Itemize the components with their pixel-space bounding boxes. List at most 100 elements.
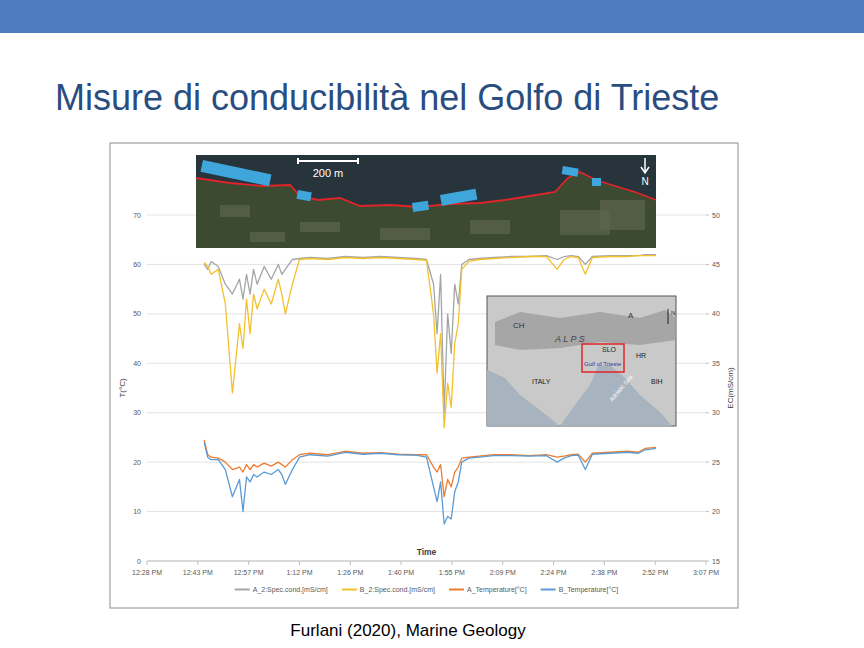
survey-area: [201, 160, 272, 186]
north-arrow: [641, 158, 649, 173]
north-label: N: [641, 176, 648, 187]
y2-axis-title: EC(mS/cm): [726, 367, 735, 409]
y-tick-label: 70: [133, 212, 141, 219]
x-tick: [604, 561, 605, 565]
x-tick: [350, 561, 351, 565]
map-north-arrow: [668, 309, 669, 324]
x-tick: [706, 561, 707, 565]
x-tick-label: 1:40 PM: [388, 569, 414, 576]
y2-tick-label: 25: [712, 459, 720, 466]
x-tick-label: 2:09 PM: [490, 569, 516, 576]
survey-area: [412, 201, 429, 212]
map-inset: CH A A L P S SLO HR BIH ITALY Gulf of Trieste Ad…: [487, 296, 676, 426]
y-tick-label: 20: [133, 459, 141, 466]
legend-label: B_Temperature[°C]: [559, 586, 619, 594]
x-tick-label: 3:07 PM: [693, 569, 719, 576]
x-tick-label: 1:26 PM: [337, 569, 363, 576]
map-label: Adriatic Sea: [608, 373, 634, 402]
series-line: [204, 442, 656, 524]
legend-label: B_2:Spec.cond.[mS/cm]: [360, 586, 435, 594]
scale-label: 200 m: [313, 167, 344, 179]
survey-area: [592, 178, 601, 186]
y2-tick: [706, 511, 709, 512]
map-north-label: N: [671, 310, 675, 316]
scale-bar: [298, 158, 358, 164]
y2-tick: [706, 215, 709, 216]
map-label: Gulf of Trieste: [584, 361, 622, 367]
x-tick-label: 1:12 PM: [286, 569, 312, 576]
satellite-sea: [196, 155, 656, 248]
map-label: CH: [513, 321, 525, 330]
y-tick-label: 50: [133, 310, 141, 317]
legend-label: A_Temperature[°C]: [467, 586, 527, 594]
grid-line: [147, 511, 706, 512]
x-axis-title: Time: [417, 547, 437, 557]
legend-swatch: [449, 589, 464, 591]
x-tick-label: 12:43 PM: [183, 569, 213, 576]
survey-area: [296, 190, 311, 201]
legend-label: A_2:Spec.cond.[mS/cm]: [253, 586, 328, 594]
y-tick-label: 0: [137, 558, 141, 565]
map-label: ITALY: [532, 378, 551, 385]
y2-tick: [706, 264, 709, 265]
legend: A_2:Spec.cond.[mS/cm] B_2:Spec.cond.[mS/c…: [235, 586, 619, 594]
map-label: A L P S: [554, 334, 585, 344]
x-tick-label: 2:52 PM: [642, 569, 668, 576]
x-tick-label: 2:38 PM: [591, 569, 617, 576]
x-tick-label: 12:57 PM: [234, 569, 264, 576]
y2-tick-label: 40: [712, 310, 720, 317]
x-tick: [197, 561, 198, 565]
source-caption: Furlani (2020), Marine Geology: [290, 621, 526, 640]
satellite-texture: [600, 200, 645, 230]
y-tick-label: 30: [133, 409, 141, 416]
satellite-texture: [300, 222, 340, 232]
y2-tick-label: 50: [712, 212, 720, 219]
x-tick: [147, 561, 148, 565]
y2-tick: [706, 363, 709, 364]
header-band: [0, 0, 864, 33]
satellite-texture: [220, 205, 250, 217]
map-label: BIH: [651, 378, 663, 385]
y2-tick: [706, 412, 709, 413]
chart-frame: [110, 143, 738, 608]
y2-tick-label: 45: [712, 261, 720, 268]
y2-tick: [706, 462, 709, 463]
y-tick-label: 60: [133, 261, 141, 268]
satellite-texture: [250, 232, 285, 242]
series-line: [204, 440, 656, 497]
x-tick-label: 12:28 PM: [132, 569, 162, 576]
x-tick-label: 1:55 PM: [439, 569, 465, 576]
slide-background: [0, 0, 864, 648]
survey-area: [440, 189, 477, 206]
map-sea: [487, 370, 560, 426]
x-tick: [502, 561, 503, 565]
study-area-box: [582, 344, 624, 372]
x-tick: [248, 561, 249, 565]
survey-area: [562, 166, 579, 177]
y2-tick-label: 20: [712, 508, 720, 515]
map-label: A: [628, 311, 634, 320]
satellite-texture: [470, 220, 510, 234]
y-tick-label: 40: [133, 360, 141, 367]
slide: Misure di conducibilità nel Golfo di Tri…: [0, 0, 864, 648]
map-sea: [560, 365, 672, 426]
grid-line: [147, 462, 706, 463]
x-tick: [655, 561, 656, 565]
map-background: [487, 296, 676, 426]
x-tick: [451, 561, 452, 565]
y-tick-label: 10: [133, 508, 141, 515]
map-label: HR: [636, 352, 646, 359]
y2-tick: [706, 313, 709, 314]
y2-tick-label: 35: [712, 360, 720, 367]
satellite-inset: 200 m N: [196, 155, 656, 248]
satellite-texture: [380, 228, 430, 240]
y2-tick-label: 15: [712, 558, 720, 565]
y2-tick-label: 30: [712, 409, 720, 416]
map-label: SLO: [602, 346, 617, 353]
grid-line: [147, 561, 706, 562]
y-axis-title: T(°C): [118, 378, 127, 398]
x-tick: [553, 561, 554, 565]
legend-swatch: [342, 589, 357, 591]
slide-title: Misure di conducibilità nel Golfo di Tri…: [55, 77, 719, 118]
legend-swatch: [541, 589, 556, 591]
